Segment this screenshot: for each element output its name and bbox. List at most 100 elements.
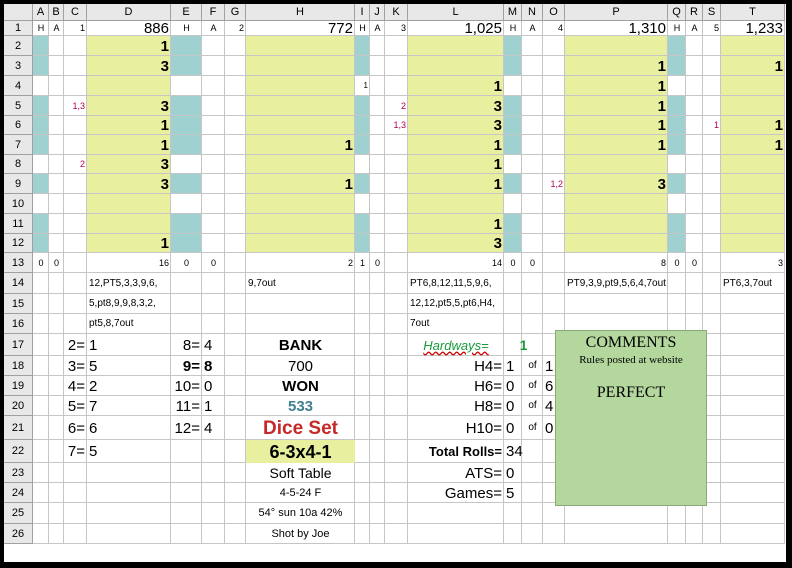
- grid-cell[interactable]: [721, 483, 785, 503]
- grid-cell[interactable]: [686, 253, 703, 273]
- grid-cell[interactable]: [543, 21, 565, 36]
- grid-cell[interactable]: [522, 483, 543, 503]
- grid-cell[interactable]: [49, 416, 64, 440]
- grid-cell[interactable]: [385, 463, 408, 483]
- row-header-7[interactable]: 7: [4, 135, 33, 155]
- grid-cell[interactable]: [64, 21, 87, 36]
- grid-cell[interactable]: [703, 463, 721, 483]
- grid-cell[interactable]: [225, 440, 246, 463]
- grid-cell[interactable]: [721, 21, 785, 36]
- row-header-17[interactable]: 17: [4, 334, 33, 356]
- grid-cell[interactable]: [33, 116, 49, 135]
- grid-cell[interactable]: [246, 483, 355, 503]
- grid-cell[interactable]: [543, 56, 565, 76]
- cell-s6[interactable]: 1: [713, 120, 719, 130]
- grid-cell[interactable]: [246, 36, 355, 56]
- cell-l13[interactable]: 14: [491, 257, 502, 268]
- grid-cell[interactable]: [668, 253, 686, 273]
- grid-cell[interactable]: [703, 376, 721, 396]
- grid-cell[interactable]: [246, 234, 355, 253]
- cell-j1[interactable]: A: [374, 23, 381, 33]
- grid-cell[interactable]: [64, 155, 87, 174]
- grid-cell[interactable]: [408, 96, 504, 116]
- cell-m18[interactable]: 1: [506, 357, 515, 375]
- grid-cell[interactable]: [33, 356, 49, 376]
- cell-f1[interactable]: A: [210, 23, 217, 33]
- grid-cell[interactable]: [565, 76, 668, 96]
- cell-s1[interactable]: 5: [713, 23, 719, 33]
- grid-cell[interactable]: [565, 116, 668, 135]
- column-header-o[interactable]: O: [543, 4, 565, 21]
- grid-cell[interactable]: [246, 334, 355, 356]
- grid-cell[interactable]: [522, 294, 543, 314]
- grid-cell[interactable]: [408, 253, 504, 273]
- grid-cell[interactable]: [246, 21, 355, 36]
- grid-cell[interactable]: [522, 135, 543, 155]
- hardways-count[interactable]: 1: [519, 337, 528, 353]
- grid-cell[interactable]: [246, 463, 355, 483]
- grid-cell[interactable]: [64, 314, 87, 334]
- grid-cell[interactable]: [385, 524, 408, 544]
- grid-cell[interactable]: [49, 135, 64, 155]
- grid-cell[interactable]: [385, 334, 408, 356]
- grid-cell[interactable]: [686, 116, 703, 135]
- cell-d17[interactable]: 1: [89, 336, 98, 354]
- grid-cell[interactable]: [246, 214, 355, 234]
- cell-e1[interactable]: H: [183, 23, 190, 33]
- grid-cell[interactable]: [202, 155, 225, 174]
- grid-cell[interactable]: [64, 483, 87, 503]
- cell-t14[interactable]: PT6,3,7out: [723, 277, 772, 289]
- grid-cell[interactable]: [355, 524, 370, 544]
- grid-cell[interactable]: [370, 155, 385, 174]
- grid-cell[interactable]: [355, 56, 370, 76]
- grid-cell[interactable]: [522, 503, 543, 524]
- grid-cell[interactable]: [225, 234, 246, 253]
- grid-cell[interactable]: [370, 253, 385, 273]
- grid-cell[interactable]: [355, 76, 370, 96]
- cell-o18[interactable]: 1: [545, 357, 554, 375]
- grid-cell[interactable]: [504, 334, 522, 356]
- grid-cell[interactable]: [355, 135, 370, 155]
- grid-cell[interactable]: [87, 483, 171, 503]
- grid-cell[interactable]: [504, 273, 522, 294]
- grid-cell[interactable]: [49, 194, 64, 214]
- grid-cell[interactable]: [370, 135, 385, 155]
- grid-cell[interactable]: [522, 194, 543, 214]
- grid-cell[interactable]: [49, 334, 64, 356]
- grid-cell[interactable]: [543, 214, 565, 234]
- grid-cell[interactable]: [171, 116, 202, 135]
- grid-cell[interactable]: [225, 174, 246, 194]
- grid-cell[interactable]: [87, 21, 171, 36]
- grid-cell[interactable]: [33, 396, 49, 416]
- grid-cell[interactable]: [246, 135, 355, 155]
- grid-cell[interactable]: [202, 396, 225, 416]
- grid-cell[interactable]: [686, 294, 703, 314]
- grid-cell[interactable]: [64, 463, 87, 483]
- grid-cell[interactable]: [87, 524, 171, 544]
- cell-o9[interactable]: 1,2: [550, 178, 563, 189]
- dice-set-value[interactable]: 6-3x4-1: [246, 440, 355, 463]
- grid-cell[interactable]: [355, 396, 370, 416]
- grid-cell[interactable]: [543, 524, 565, 544]
- grid-cell[interactable]: [504, 155, 522, 174]
- cell-l12[interactable]: 3: [493, 235, 502, 252]
- grid-cell[interactable]: [171, 294, 202, 314]
- grid-cell[interactable]: [202, 21, 225, 36]
- grid-cell[interactable]: [49, 483, 64, 503]
- grid-cell[interactable]: [408, 483, 504, 503]
- cell-t1[interactable]: 1,233: [745, 20, 783, 37]
- grid-cell[interactable]: [33, 214, 49, 234]
- grid-cell[interactable]: [202, 234, 225, 253]
- grid-cell[interactable]: [225, 376, 246, 396]
- grid-cell[interactable]: [202, 463, 225, 483]
- cell-p9[interactable]: 3: [657, 175, 666, 193]
- grid-cell[interactable]: [408, 214, 504, 234]
- grid-cell[interactable]: [385, 294, 408, 314]
- grid-cell[interactable]: [385, 483, 408, 503]
- grid-cell[interactable]: [202, 36, 225, 56]
- grid-cell[interactable]: [171, 135, 202, 155]
- cell-o21[interactable]: 0: [545, 419, 554, 437]
- grid-cell[interactable]: [370, 96, 385, 116]
- cell-l19[interactable]: H6=: [474, 377, 502, 395]
- row-header-11[interactable]: 11: [4, 214, 33, 234]
